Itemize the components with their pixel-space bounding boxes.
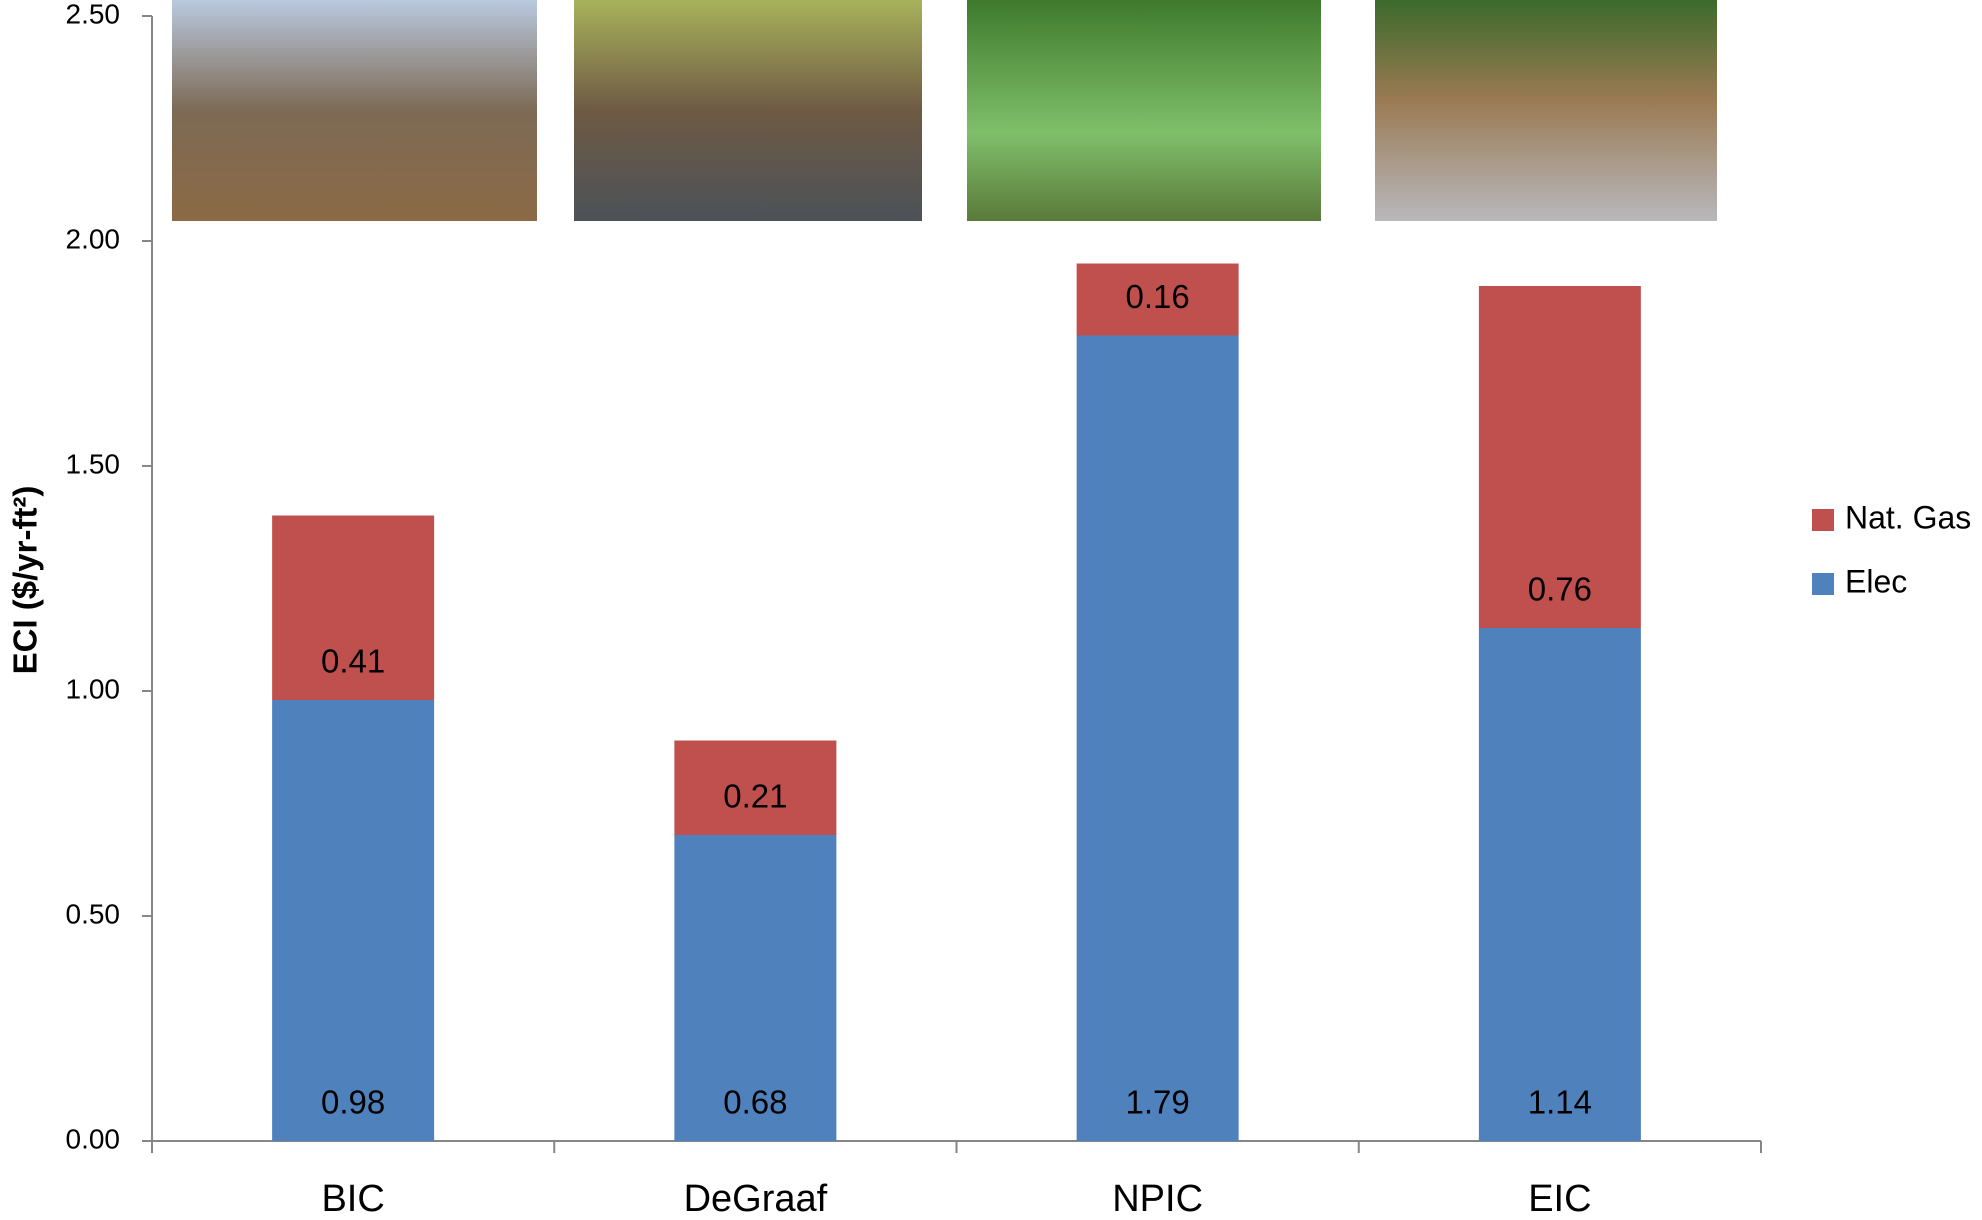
x-tick-label: DeGraaf [684,1178,828,1220]
bar-segment [1478,628,1641,1141]
value-label: 0.21 [723,778,787,815]
legend-label: Nat. Gas [1845,499,1971,535]
y-tick-label: 2.50 [66,0,121,29]
y-tick-label: 0.50 [66,898,121,929]
bar-segment [272,515,435,700]
value-label: 0.16 [1126,278,1190,315]
y-tick-label: 1.00 [66,673,121,704]
bar-segment [674,835,837,1141]
value-label: 0.68 [723,1084,787,1121]
photo [574,0,922,221]
photo [967,0,1321,221]
x-tick-label: BIC [321,1178,384,1220]
x-tick-label: EIC [1528,1178,1591,1220]
x-tick-label: NPIC [1112,1178,1203,1220]
value-label: 0.98 [321,1084,385,1121]
y-tick-label: 2.00 [66,223,121,254]
y-axis-title: ECI ($/yr-ft²) [7,486,44,675]
bar-segment [1076,335,1239,1141]
legend-swatch [1812,573,1834,595]
value-label: 0.76 [1528,571,1592,608]
photo [172,0,537,221]
bar-segment [1478,286,1641,628]
bar-segment [272,700,435,1141]
bar-segment [674,740,837,835]
y-tick-label: 0.00 [66,1123,121,1154]
legend-label: Elec [1845,563,1907,599]
value-label: 1.79 [1126,1084,1190,1121]
photo [1375,0,1717,221]
value-label: 1.14 [1528,1084,1592,1121]
y-tick-label: 1.50 [66,448,121,479]
legend-swatch [1812,509,1834,531]
bar-segment [1076,263,1239,336]
value-label: 0.41 [321,643,385,680]
